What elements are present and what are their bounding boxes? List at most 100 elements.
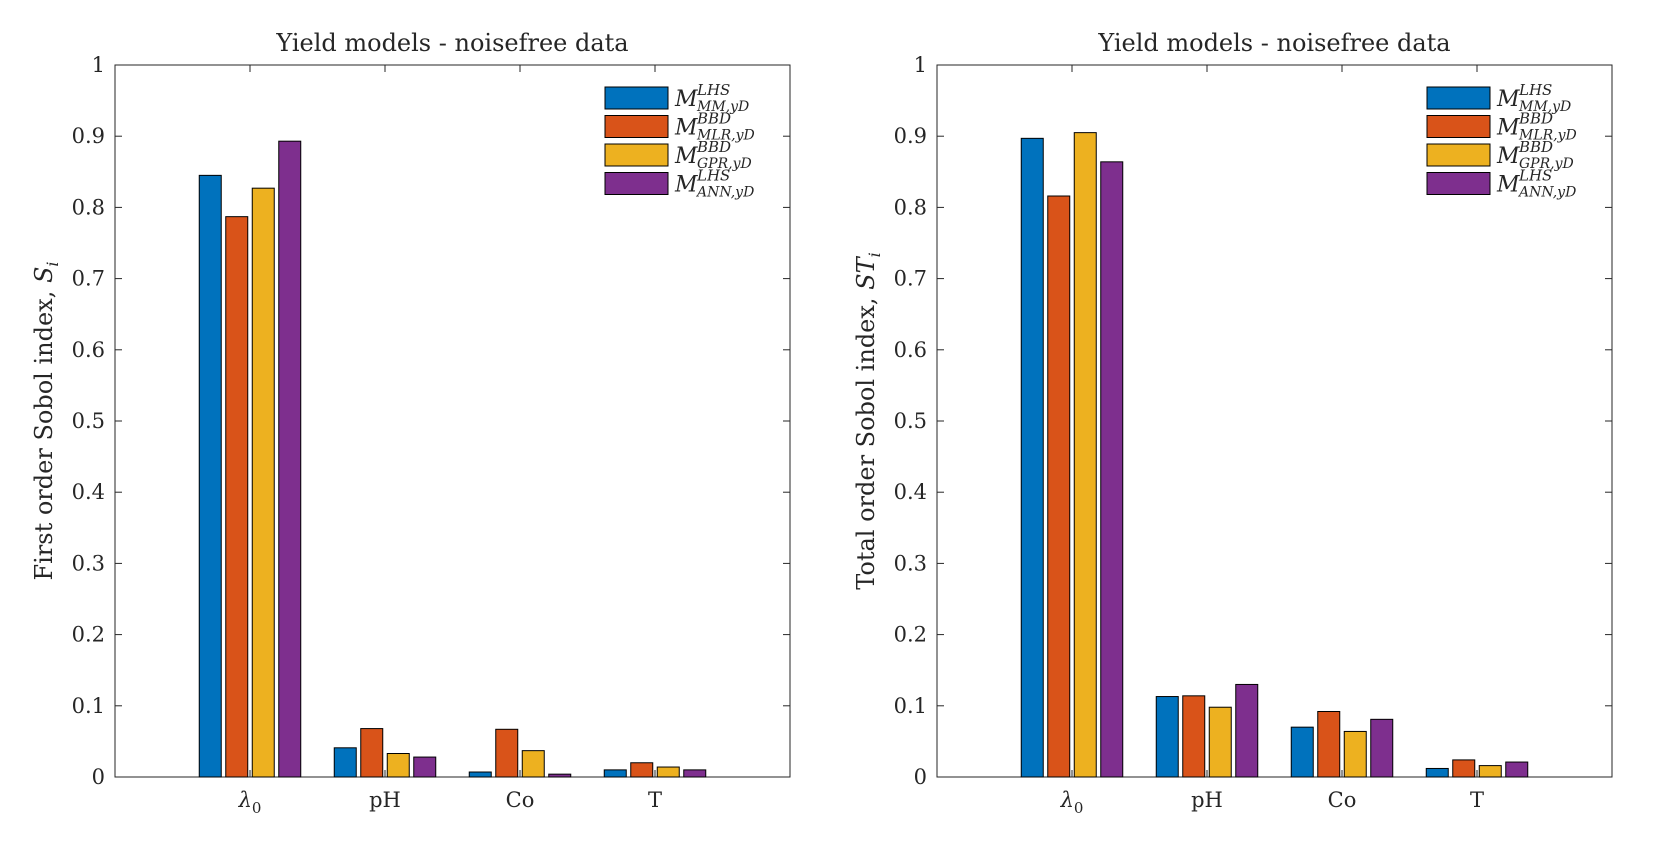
chart-first-order-sobol: 0 0.1 0.2 0.3 0.4 0.5 0.6 0.7 0.8 0.9 1 λ0 pH Co T Yiel… bbox=[30, 29, 791, 817]
y-tick-label: 0.2 bbox=[72, 623, 105, 647]
legend-entry-sub: GPR,yD bbox=[1519, 156, 1574, 172]
y-tick-label: 0.5 bbox=[72, 409, 105, 433]
y-tick-label: 0.8 bbox=[72, 195, 105, 219]
y-tick-label: 0.4 bbox=[72, 480, 105, 504]
bar-T-series-2 bbox=[1452, 759, 1476, 778]
x-tick-label: Co bbox=[506, 788, 535, 812]
bar-Co-series-4 bbox=[1370, 718, 1394, 778]
legend-entry-sub: MM,yD bbox=[1518, 99, 1571, 115]
x-tick-label: T bbox=[1470, 788, 1484, 812]
legend-entry: M bbox=[1496, 87, 1520, 112]
bar-T-series-2 bbox=[630, 762, 654, 778]
bar-Co-series-3 bbox=[521, 750, 545, 778]
y-axis-label: Total order Sobol index, STi bbox=[852, 252, 884, 590]
legend-entry: M bbox=[674, 173, 698, 198]
y-tick-label: 0.7 bbox=[72, 267, 105, 291]
y-tick-label: 0.2 bbox=[894, 623, 927, 647]
bar-0-series-2 bbox=[225, 216, 249, 778]
y-tick-label: 0.6 bbox=[894, 338, 927, 362]
bar-0-series-1 bbox=[1020, 137, 1044, 778]
bar-T-series-3 bbox=[656, 766, 680, 778]
legend-swatch bbox=[604, 172, 669, 195]
legend-entry-sup: BBD bbox=[1518, 138, 1553, 156]
y-tick-label: 1 bbox=[914, 53, 927, 77]
y-tick-label: 0 bbox=[92, 765, 105, 789]
bar-Co-series-2 bbox=[495, 728, 519, 778]
bar-Co-series-3 bbox=[1343, 730, 1367, 778]
bar-pH-series-4 bbox=[413, 756, 437, 778]
bar-Co-series-1 bbox=[1290, 726, 1314, 778]
bar-T-series-4 bbox=[683, 769, 707, 778]
bar-0-series-3 bbox=[1073, 132, 1097, 778]
y-tick-label: 0.8 bbox=[894, 195, 927, 219]
legend-entry-sup: LHS bbox=[1518, 81, 1552, 99]
x-tick-label: pH bbox=[369, 788, 401, 812]
legend-swatch bbox=[1426, 143, 1491, 167]
legend-swatch bbox=[604, 143, 669, 167]
y-tick-label: 0.1 bbox=[894, 694, 927, 718]
x-tick-label: pH bbox=[1191, 788, 1223, 812]
y-tick-label: 0.1 bbox=[72, 694, 105, 718]
bar-pH-series-4 bbox=[1235, 683, 1259, 778]
bar-T-series-1 bbox=[1425, 767, 1449, 778]
y-tick-label: 1 bbox=[92, 53, 105, 77]
chart-total-order-sobol: 0 0.1 0.2 0.3 0.4 0.5 0.6 0.7 0.8 0.9 1 λ0 pH Co T Yiel… bbox=[852, 29, 1613, 817]
chart-title: Yield models - noisefree data bbox=[275, 29, 628, 57]
legend-entry-sup: LHS bbox=[696, 167, 730, 185]
legend-entry: M bbox=[674, 87, 698, 112]
bar-0-series-2 bbox=[1047, 195, 1071, 778]
bar-T-series-4 bbox=[1505, 761, 1529, 778]
legend-entry: M bbox=[674, 116, 698, 141]
bar-Co-series-4 bbox=[548, 773, 572, 778]
bar-pH-series-1 bbox=[1155, 696, 1179, 778]
legend-entry-sup: BBD bbox=[696, 138, 731, 156]
legend-entry-sub: GPR,yD bbox=[697, 156, 752, 172]
legend-entry-sub: MM,yD bbox=[696, 99, 749, 115]
legend-swatch bbox=[1426, 86, 1491, 110]
legend-swatch bbox=[604, 86, 669, 110]
legend-entry: M bbox=[1496, 144, 1520, 169]
y-tick-label: 0.9 bbox=[894, 124, 927, 148]
y-tick-label: 0.7 bbox=[894, 267, 927, 291]
x-tick-label: Co bbox=[1328, 788, 1357, 812]
y-tick-label: 0.3 bbox=[72, 551, 105, 575]
y-tick-label: 0.4 bbox=[894, 480, 927, 504]
legend-entry: M bbox=[1496, 116, 1520, 141]
bar-0-series-3 bbox=[251, 187, 275, 778]
legend-entry-sup: LHS bbox=[1518, 167, 1552, 185]
bar-T-series-1 bbox=[603, 769, 627, 778]
legend-entry: M bbox=[1496, 173, 1520, 198]
legend-entry-sub: MLR,yD bbox=[696, 128, 755, 144]
legend-entry: M bbox=[674, 144, 698, 169]
y-tick-label: 0.9 bbox=[72, 124, 105, 148]
x-tick-label: T bbox=[648, 788, 662, 812]
y-tick-label: 0.3 bbox=[894, 551, 927, 575]
legend-entry-sup: LHS bbox=[696, 81, 730, 99]
y-tick-label: 0.6 bbox=[72, 338, 105, 362]
chart-title: Yield models - noisefree data bbox=[1097, 29, 1450, 57]
legend-entry-sub: ANN,yD bbox=[1517, 185, 1576, 201]
legend-swatch bbox=[1426, 115, 1491, 138]
bar-0-series-1 bbox=[198, 174, 222, 778]
x-tick-label: λ0 bbox=[1060, 788, 1084, 817]
y-tick-label: 0.5 bbox=[894, 409, 927, 433]
bar-0-series-4 bbox=[278, 140, 302, 778]
bar-pH-series-2 bbox=[1182, 695, 1206, 778]
bar-pH-series-3 bbox=[386, 753, 410, 778]
bar-Co-series-2 bbox=[1317, 710, 1341, 778]
x-tick-label: λ0 bbox=[238, 788, 262, 817]
y-axis-label: First order Sobol index, Si bbox=[30, 261, 62, 580]
y-tick-label: 0 bbox=[914, 765, 927, 789]
legend-entry-sub: MLR,yD bbox=[1518, 128, 1577, 144]
bar-0-series-4 bbox=[1100, 161, 1124, 778]
legend-entry-sub: ANN,yD bbox=[695, 185, 754, 201]
bar-pH-series-1 bbox=[333, 747, 357, 778]
bar-T-series-3 bbox=[1478, 765, 1502, 778]
legend-entry-sup: BBD bbox=[1518, 110, 1553, 128]
legend-entry-sup: BBD bbox=[696, 110, 731, 128]
bar-Co-series-1 bbox=[468, 771, 492, 778]
legend-swatch bbox=[604, 115, 669, 138]
